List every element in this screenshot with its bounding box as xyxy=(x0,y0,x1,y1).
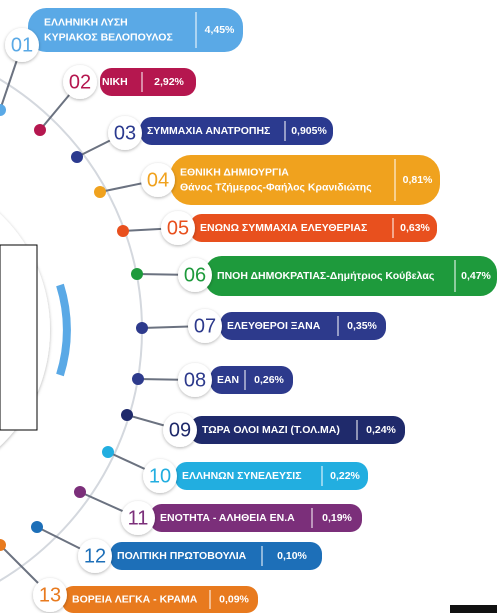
label-pill xyxy=(175,462,368,490)
timeline-dot xyxy=(132,373,144,385)
item-number: 02 xyxy=(69,71,91,93)
vote-share: 0,19% xyxy=(322,512,352,524)
vote-share: 0,26% xyxy=(254,374,284,386)
label-pill xyxy=(150,504,362,532)
vote-share: 4,45% xyxy=(205,24,235,36)
item: 08 ΕΑΝ 0,26% xyxy=(132,363,293,397)
party-name: ΕΝΟΤΗΤΑ - ΑΛΗΘΕΙΑ ΕΝ.Α xyxy=(160,512,295,524)
number-badge xyxy=(163,413,197,447)
party-name: ΕΛΛΗΝΙΚΗ ΛΥΣΗ xyxy=(44,16,128,28)
label-pill xyxy=(190,416,405,444)
timeline-dot xyxy=(102,446,114,458)
item-number: 10 xyxy=(149,465,171,487)
label-pill xyxy=(205,256,497,296)
item-number: 09 xyxy=(169,419,191,441)
item: 10 ΕΛΛΗΝΩΝ ΣΥΝΕΛΕΥΣΙΣ 0,22% xyxy=(102,446,368,493)
timeline-dot xyxy=(74,486,86,498)
item-number: 05 xyxy=(167,217,189,239)
vote-share: 0,09% xyxy=(219,593,249,605)
vote-share: 0,81% xyxy=(403,174,433,186)
timeline-dot xyxy=(94,186,106,198)
vote-share: 2,92% xyxy=(154,76,184,88)
party-name: ΒΟΡΕΙΑ ΛΕΓΚΑ - ΚΡΑΜΑ xyxy=(72,593,198,605)
party-name: Θάνος Τζήμερος-Φαήλος Κρανιδιώτης xyxy=(180,181,372,193)
number-badge xyxy=(178,363,212,397)
item-number: 06 xyxy=(184,264,206,286)
label-pill xyxy=(110,542,322,570)
timeline-dot xyxy=(121,409,133,421)
item: 07 ΕΛΕΥΘΕΡΟΙ ΞΑΝΑ 0,35% xyxy=(136,309,386,343)
item: 05 ΕΝΩΝΩ ΣΥΜΜΑΧΙΑ ΕΛΕΥΘΕΡΙΑΣ 0,63% xyxy=(117,211,437,245)
item: 13 ΒΟΡΕΙΑ ΛΕΓΚΑ - ΚΡΑΜΑ 0,09% xyxy=(0,539,258,613)
item-number: 07 xyxy=(194,315,216,337)
party-name: ΣΥΜΜΑΧΙΑ ΑΝΑΤΡΟΠΗΣ xyxy=(147,125,270,137)
timeline-dot xyxy=(31,521,43,533)
timeline-dot xyxy=(117,225,129,237)
party-name: ΕΛΛΗΝΩΝ ΣΥΝΕΛΕΥΣΙΣ xyxy=(182,470,302,482)
item: 09 ΤΩΡΑ ΟΛΟΙ ΜΑΖΙ (Τ.ΟΛ.ΜΑ) 0,24% xyxy=(121,409,405,447)
vote-share: 0,24% xyxy=(366,424,396,436)
timeline-dot xyxy=(34,124,46,136)
timeline-dot xyxy=(131,268,143,280)
corner-bar xyxy=(450,605,497,613)
item-number: 12 xyxy=(84,545,106,567)
item: 04 ΕΘΝΙΚΗ ΔΗΜΙΟΥΡΓΙΑ Θάνος Τζήμερος-Φαήλος… xyxy=(94,155,440,205)
timeline-dot xyxy=(0,539,6,551)
party-name: ΝΙΚΗ xyxy=(102,76,128,88)
number-badge xyxy=(121,501,155,535)
number-badge xyxy=(141,163,175,197)
item-number: 08 xyxy=(184,369,206,391)
item: 02 ΝΙΚΗ 2,92% xyxy=(34,65,196,136)
item-number: 13 xyxy=(39,584,61,606)
label-pill xyxy=(100,68,196,96)
item: 06 ΠΝΟΗ ΔΗΜΟΚΡΑΤΙΑΣ-Δημήτριος Κούβελας 0,4… xyxy=(131,256,497,296)
number-badge xyxy=(5,28,39,62)
item-number: 04 xyxy=(147,169,169,191)
party-name: ΤΩΡΑ ΟΛΟΙ ΜΑΖΙ (Τ.ΟΛ.ΜΑ) xyxy=(202,424,340,436)
item: 11 ΕΝΟΤΗΤΑ - ΑΛΗΘΕΙΑ ΕΝ.Α 0,19% xyxy=(74,486,362,535)
party-name: ΕΝΩΝΩ ΣΥΜΜΑΧΙΑ ΕΛΕΥΘΕΡΙΑΣ xyxy=(200,222,367,234)
vote-share: 0,35% xyxy=(347,320,377,332)
timeline-dot xyxy=(136,322,148,334)
timeline-dot xyxy=(71,151,83,163)
number-badge xyxy=(33,578,67,612)
inner-accent xyxy=(56,283,71,377)
item-number: 03 xyxy=(114,122,136,144)
party-name: ΠΝΟΗ ΔΗΜΟΚΡΑΤΙΑΣ-Δημήτριος Κούβελας xyxy=(217,270,435,282)
label-pill xyxy=(62,586,258,613)
party-name: ΕΛΕΥΘΕΡΟΙ ΞΑΝΑ xyxy=(227,320,321,332)
label-pill xyxy=(210,366,293,394)
number-badge xyxy=(143,459,177,493)
vote-share: 0,47% xyxy=(461,270,491,282)
vote-share: 0,905% xyxy=(291,125,327,137)
label-pill xyxy=(170,155,440,205)
number-badge xyxy=(188,309,222,343)
label-pill xyxy=(220,312,386,340)
party-name: ΕΘΝΙΚΗ ΔΗΜΙΟΥΡΓΙΑ xyxy=(180,166,289,178)
item-number: 01 xyxy=(11,34,33,56)
party-name: ΚΥΡΙΑΚΟΣ ΒΕΛΟΠΟΥΛΟΣ xyxy=(44,31,173,43)
vote-share: 0,63% xyxy=(400,222,430,234)
number-badge xyxy=(78,539,112,573)
number-badge xyxy=(108,116,142,150)
item: 12 ΠΟΛΙΤΙΚΗ ΠΡΩΤΟΒΟΥΛΙΑ 0,10% xyxy=(31,521,322,573)
timeline-dot xyxy=(0,104,6,116)
item: 03 ΣΥΜΜΑΧΙΑ ΑΝΑΤΡΟΠΗΣ 0,905% xyxy=(71,116,333,163)
label-pill xyxy=(28,8,243,52)
vote-share: 0,22% xyxy=(330,470,360,482)
number-badge xyxy=(161,211,195,245)
blank-panel xyxy=(0,244,38,431)
label-pill xyxy=(190,214,437,242)
party-name: ΠΟΛΙΤΙΚΗ ΠΡΩΤΟΒΟΥΛΙΑ xyxy=(117,550,247,562)
number-badge xyxy=(178,258,212,292)
number-badge xyxy=(63,65,97,99)
party-name: ΕΑΝ xyxy=(217,374,239,386)
item-number: 11 xyxy=(128,507,149,529)
item: 01 ΕΛΛΗΝΙΚΗ ΛΥΣΗ ΚΥΡΙΑΚΟΣ ΒΕΛΟΠΟΥΛΟΣ 4,45% xyxy=(0,8,243,116)
vote-share: 0,10% xyxy=(277,550,307,562)
